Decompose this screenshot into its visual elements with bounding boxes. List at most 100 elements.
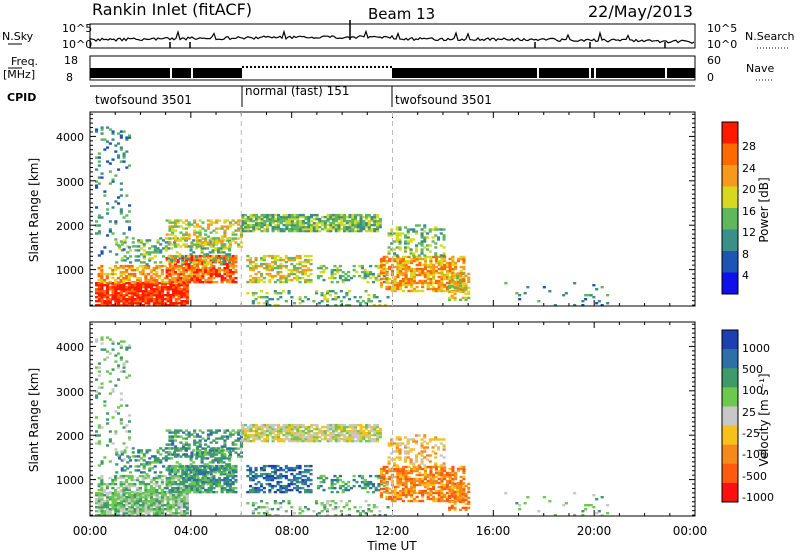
velocity-cell-385 — [114, 474, 118, 478]
velocity-cell-1029 — [171, 435, 175, 438]
velocity-cell-1603 — [257, 488, 261, 492]
velocity-cell-1425 — [326, 437, 330, 441]
velocity-cell-902 — [170, 447, 174, 450]
velocity-cell-1686 — [287, 478, 291, 482]
velocity-cell-956 — [203, 467, 207, 470]
velocity-cell-1481 — [345, 431, 349, 435]
power-cell-2350 — [95, 128, 99, 131]
velocity-cell-1359 — [299, 433, 303, 437]
power-cell-872 — [153, 249, 157, 252]
power-cell-760 — [223, 266, 227, 270]
velocity-cell-1009 — [228, 457, 232, 460]
velocity-cell-1745 — [309, 482, 313, 486]
velocity-cell-1587 — [251, 488, 255, 492]
power-colorbar-label: Power [dB] — [757, 177, 771, 242]
power-cell-961 — [206, 263, 210, 266]
velocity-cell-1408 — [318, 439, 322, 443]
velocity-cell-2059 — [429, 473, 433, 477]
power-cell-2617 — [348, 298, 352, 301]
power-cell-2352 — [97, 232, 101, 235]
velocity-cell-151 — [133, 498, 137, 501]
power-cell-708 — [209, 280, 213, 284]
power-cell-986 — [217, 251, 221, 254]
frequency-left-unit: [MHz] — [3, 68, 35, 81]
velocity-cell-981 — [214, 459, 218, 462]
velocity-cell-1681 — [284, 466, 288, 470]
power-cell-1613 — [260, 256, 264, 260]
power-cell-1623 — [265, 266, 269, 270]
power-cell-173 — [139, 290, 143, 293]
velocity-cell-446 — [144, 474, 148, 478]
velocity-cell-1751 — [316, 484, 320, 488]
power-cell-2603 — [331, 290, 335, 293]
power-cell-283 — [169, 304, 173, 307]
velocity-cell-404 — [125, 486, 129, 490]
velocity-cell-185 — [141, 496, 145, 499]
velocity-cell-1607 — [260, 488, 264, 492]
power-cell-1981 — [412, 287, 416, 291]
power-cell-1691 — [290, 270, 294, 274]
velocity-cell-1336 — [290, 427, 294, 431]
power-cell-500 — [177, 274, 181, 278]
velocity-cell-1866 — [388, 497, 392, 501]
power-cell-2340 — [95, 232, 99, 235]
velocity-cell-1063 — [184, 441, 188, 444]
velocity-cell-517 — [188, 486, 192, 490]
velocity-cell-1237 — [255, 433, 259, 437]
velocity-cell-54 — [108, 508, 112, 511]
power-cell-85 — [117, 296, 121, 299]
power-cell-2281 — [415, 248, 419, 251]
velocity-cell-423 — [133, 482, 137, 486]
power-cell-401 — [122, 266, 126, 270]
velocity-cell-765 — [223, 464, 227, 468]
velocity-cell-1032 — [173, 453, 177, 456]
power-cell-449 — [147, 272, 151, 276]
velocity-cell-21 — [100, 510, 104, 513]
velocity-cell-1295 — [277, 433, 281, 437]
power-cell-31 — [103, 304, 107, 307]
velocity-cell-839 — [137, 459, 141, 462]
power-cell-1509 — [356, 229, 360, 233]
power-cell-812 — [115, 241, 119, 244]
velocity-cell-1278 — [271, 439, 275, 443]
power-cell-1210 — [244, 221, 248, 225]
power-cell-2349 — [95, 130, 99, 133]
velocity-cell-225 — [152, 502, 156, 505]
power-cell-2320 — [434, 252, 438, 255]
power-cell-793 — [231, 266, 235, 270]
power-cell-482 — [163, 276, 167, 280]
velocity-cell-1673 — [282, 468, 286, 472]
power-cell-976 — [211, 245, 215, 248]
velocity-cell-1597 — [254, 476, 258, 480]
velocity-cell-757 — [223, 482, 227, 486]
power-cell-65 — [111, 288, 115, 291]
power-cell-2360 — [97, 160, 101, 163]
power-cell-2453 — [128, 136, 132, 139]
power-cell-1111 — [204, 233, 208, 236]
velocity-cell-443 — [144, 484, 148, 488]
power-cell-849 — [142, 257, 146, 260]
power-cell-1627 — [268, 280, 272, 284]
power-cell-1421 — [323, 221, 327, 225]
velocity-cell-1370 — [301, 425, 305, 429]
velocity-cell-1947 — [404, 481, 408, 485]
power-cell-2252 — [398, 226, 402, 229]
power-cell-2146 — [448, 279, 452, 283]
power-cell-838 — [137, 255, 141, 258]
power-cell-1973 — [410, 273, 414, 277]
velocity-cell-822 — [123, 451, 127, 454]
power-cell-2373 — [103, 194, 107, 197]
velocity-cell-1899 — [396, 493, 400, 497]
velocity-cell-1628 — [268, 488, 272, 492]
power-cell-2099 — [437, 259, 441, 263]
velocity-cell-35 — [103, 504, 107, 507]
power-cell-1373 — [304, 227, 308, 231]
power-cell-1890 — [393, 281, 397, 285]
velocity-cell-335 — [183, 506, 187, 509]
velocity-cell-1889 — [393, 493, 397, 497]
velocity-cell-1148 — [220, 437, 224, 440]
power-cell-2486 — [459, 298, 463, 302]
velocity-cell-670 — [198, 490, 202, 494]
power-cell-721 — [212, 272, 216, 276]
power-cell-2317 — [431, 236, 435, 239]
